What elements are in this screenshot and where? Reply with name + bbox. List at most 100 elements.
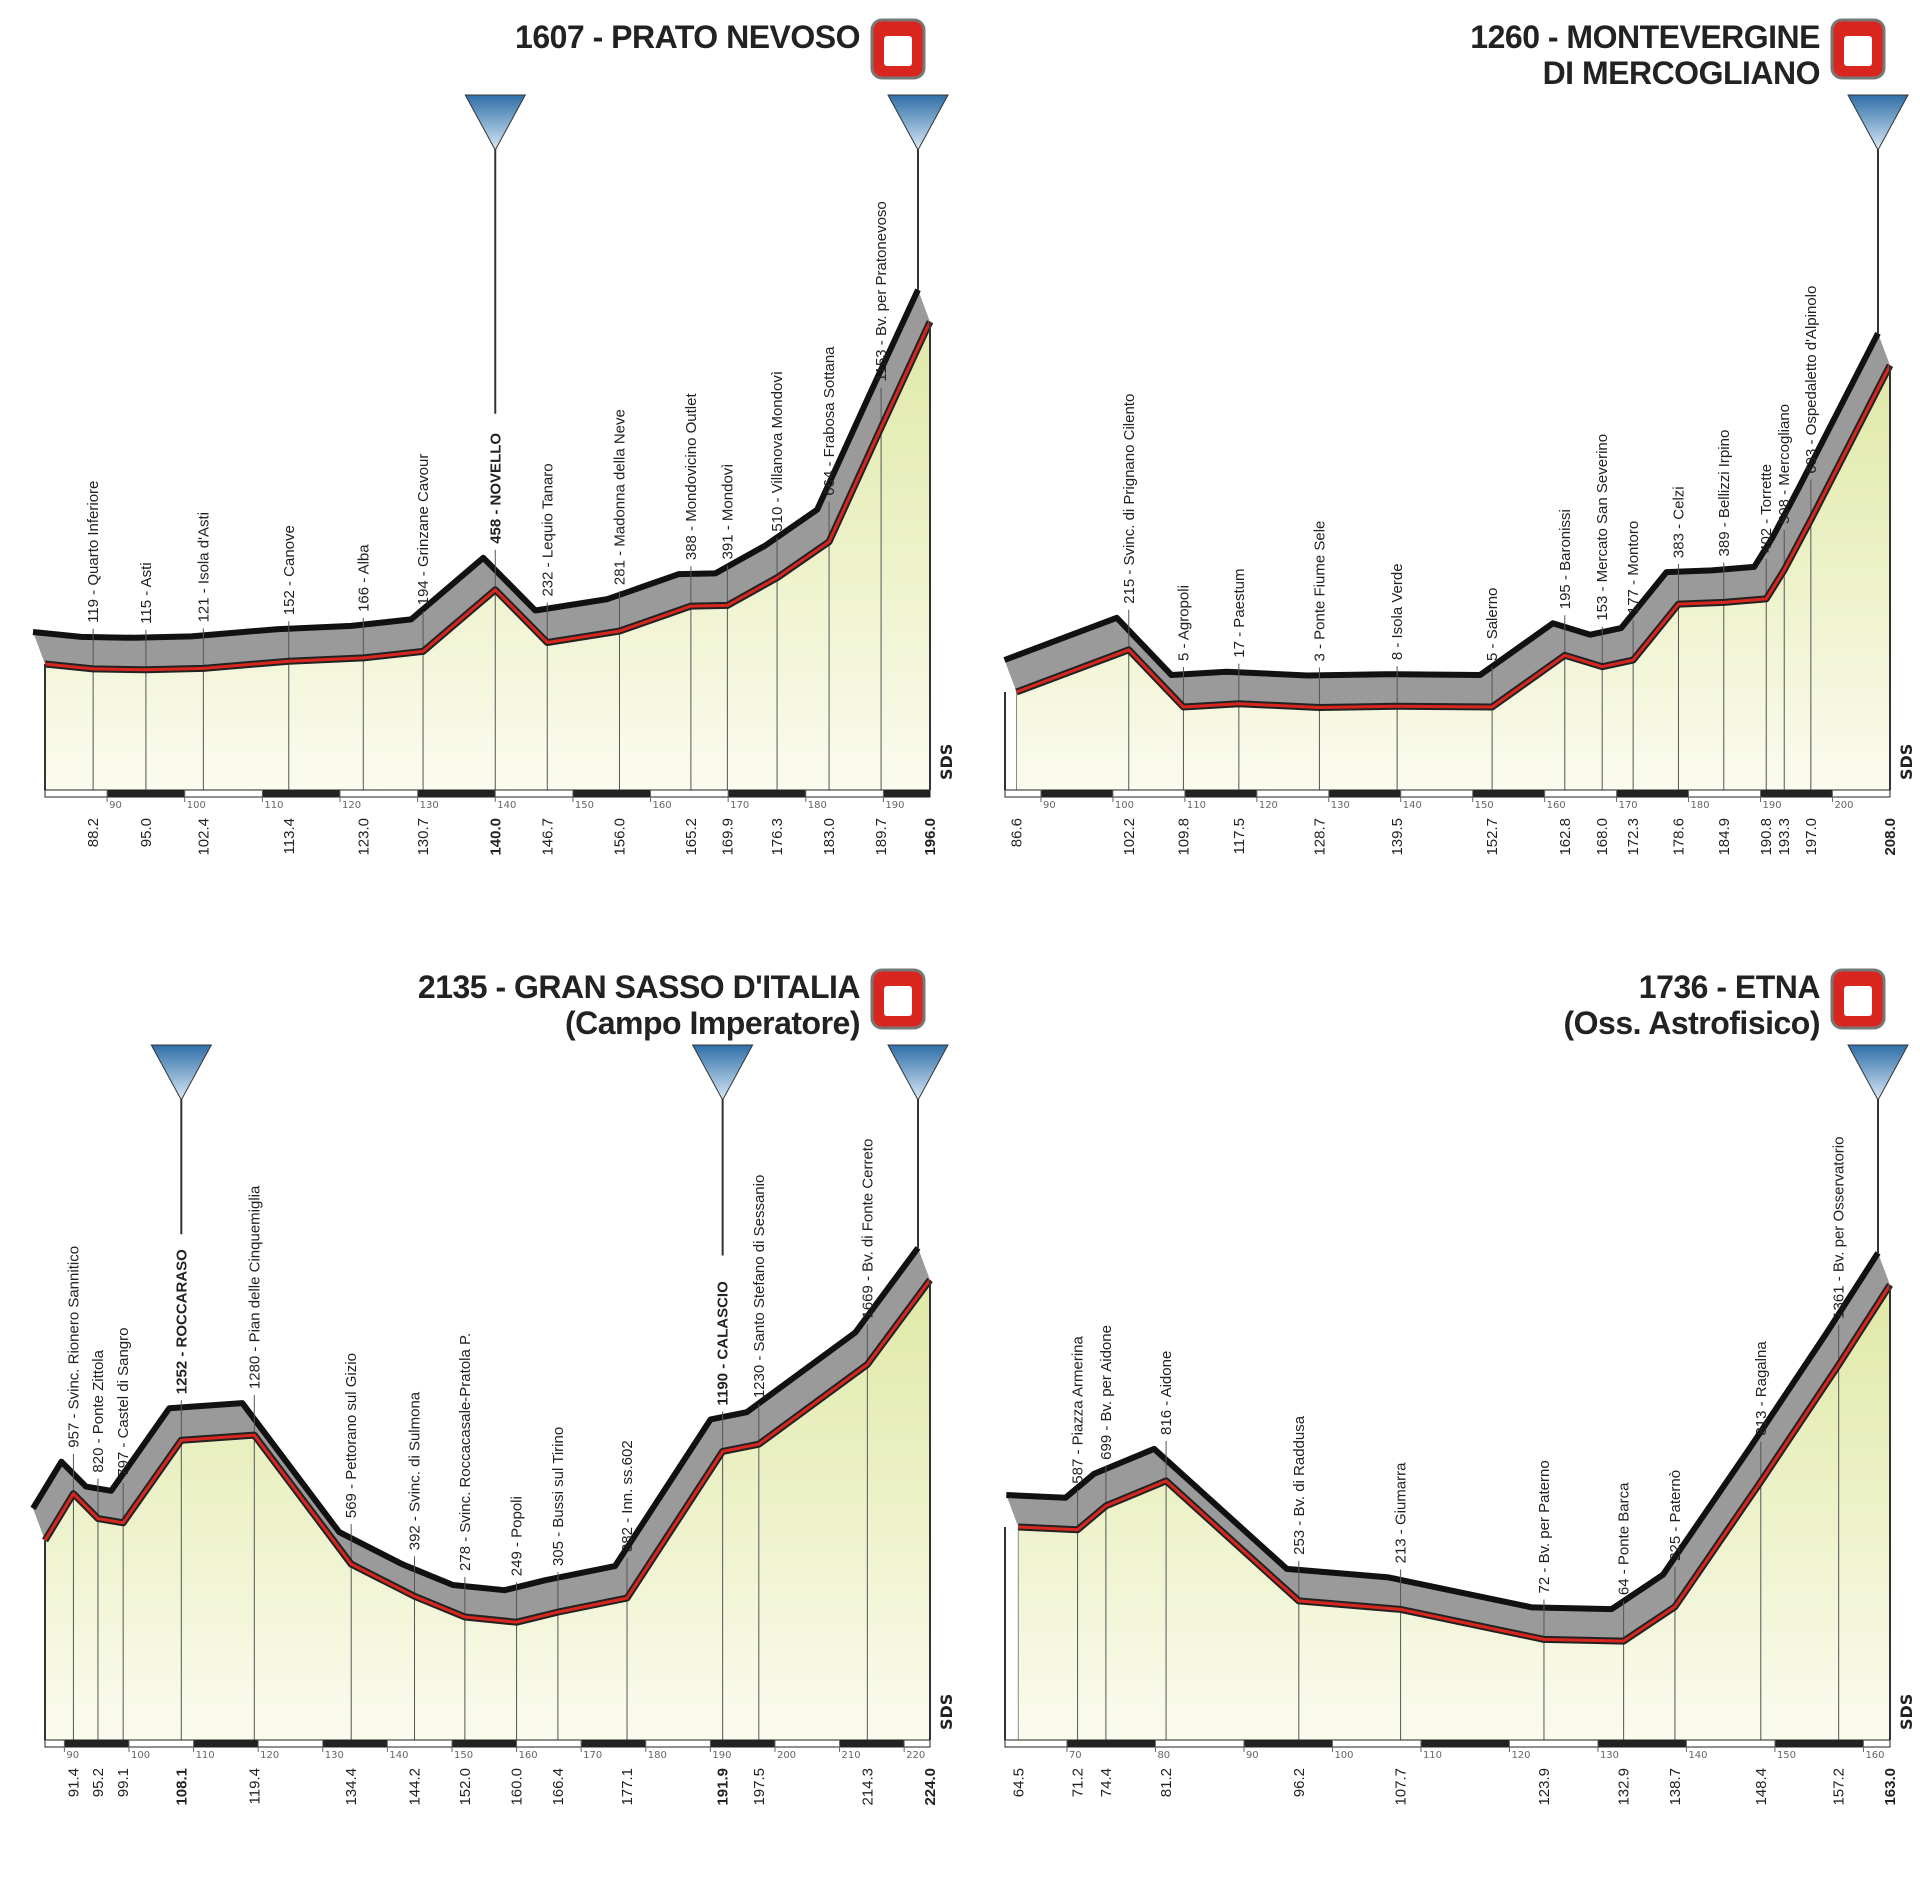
chart-title: 2135 - GRAN SASSO D'ITALIA (418, 969, 860, 1005)
place-label: 383 - Celzi (1670, 486, 1687, 558)
place-label: 1230 - Santo Stefano di Sessanio (751, 1175, 768, 1399)
km-label: 168.0 (1594, 818, 1611, 856)
km-label: 197.5 (751, 1768, 768, 1806)
x-tick-label: 80 (1157, 1750, 1170, 1761)
x-tick-label: 70 (1069, 1750, 1082, 1761)
km-label: 165.2 (683, 818, 700, 856)
km-label: 140.0 (487, 818, 504, 856)
place-label: 72 - Bv. per Paterno (1536, 1460, 1553, 1593)
place-label: 402 - Torrette (1758, 464, 1775, 553)
kom-marker (464, 94, 527, 152)
km-bar-segment (1774, 1740, 1864, 1747)
place-label: 64 - Ponte Barca (1616, 1482, 1633, 1595)
km-bar-segment (883, 790, 930, 797)
km-label: 152.0 (457, 1768, 474, 1806)
km-bar-segment (322, 1740, 388, 1747)
x-tick-label: 210 (842, 1750, 861, 1761)
x-tick-label: 140 (389, 1750, 408, 1761)
x-tick-label: 100 (131, 1750, 150, 1761)
km-label: 162.8 (1557, 818, 1574, 856)
km-label: 95.2 (90, 1768, 107, 1797)
x-tick-label: 160 (653, 800, 672, 811)
km-label: 71.2 (1070, 1768, 1087, 1797)
km-bar-segment (1184, 790, 1257, 797)
finish-icon-inner (1844, 986, 1872, 1016)
place-label: 389 - Bellizzi Irpino (1716, 430, 1733, 557)
place-label: 1252 - ROCCARASO (173, 1249, 190, 1394)
km-label: 144.2 (407, 1768, 424, 1806)
km-bar-segment (581, 1740, 646, 1747)
place-label: 278 - Svinc. Roccacasale-Pratola P. (457, 1333, 474, 1571)
km-bar-segment (572, 790, 651, 797)
place-label: 249 - Popoli (509, 1496, 526, 1576)
km-label: 190.8 (1758, 818, 1775, 856)
km-label: 189.7 (873, 818, 890, 856)
x-tick-label: 170 (583, 1750, 602, 1761)
km-bar-segment (1243, 1740, 1333, 1747)
x-tick-label: 130 (1331, 800, 1350, 811)
km-bar-segment (64, 1740, 129, 1747)
x-tick-label: 150 (575, 800, 594, 811)
km-bar-segment (417, 790, 496, 797)
x-tick-label: 170 (730, 800, 749, 811)
x-tick-label: 100 (1334, 1750, 1353, 1761)
place-label: 1280 - Pian delle Cinquemiglia (246, 1185, 263, 1389)
km-bar-segment (1420, 1740, 1510, 1747)
place-label: 391 - Mondovì (719, 464, 736, 560)
km-bar-segment (1040, 790, 1113, 797)
profile-top-edge (30, 1246, 921, 1594)
profile-line (43, 1279, 932, 1624)
x-tick-label: 100 (187, 800, 206, 811)
brand-logo: SDS (937, 744, 956, 780)
km-label: 157.2 (1831, 1768, 1848, 1806)
km-label: 178.6 (1670, 818, 1687, 856)
km-label: 193.3 (1776, 818, 1793, 856)
place-label: 813 - Ragalna (1753, 1341, 1770, 1436)
place-label: 820 - Ponte Zittola (90, 1349, 107, 1472)
x-tick-label: 180 (648, 1750, 667, 1761)
place-label: 957 - Svinc. Rionero Sannitico (65, 1246, 82, 1448)
chart-title: 1607 - PRATO NEVOSO (515, 19, 860, 55)
km-label: 214.3 (859, 1768, 876, 1806)
profile-line (1018, 1284, 1892, 1643)
place-label: 587 - Piazza Armerina (1070, 1336, 1087, 1484)
x-tick-label: 150 (1777, 1750, 1796, 1761)
place-label: 664 - Frabosa Sottana (821, 346, 838, 496)
km-label: 163.0 (1882, 1768, 1899, 1806)
x-tick-label: 110 (1423, 1750, 1442, 1761)
x-tick-label: 120 (1259, 800, 1278, 811)
x-tick-label: 90 (1043, 800, 1056, 811)
x-tick-label: 90 (66, 1750, 79, 1761)
finish-marker (1847, 94, 1909, 152)
km-label: 123.0 (355, 818, 372, 856)
brand-logo: SDS (1897, 744, 1916, 780)
place-label: 232 - Lequio Tanaro (539, 463, 556, 596)
place-label: 382 - Inn. ss.602 (619, 1440, 636, 1552)
chart-title: 1736 - ETNA (1639, 969, 1821, 1005)
place-label: 115 - Asti (138, 562, 155, 623)
place-label: 194 - Grinzane Cavour (415, 454, 432, 606)
x-tick-label: 120 (342, 800, 361, 811)
x-tick-label: 110 (196, 1750, 215, 1761)
kom-marker (150, 1044, 213, 1102)
chart-title: 1260 - MONTEVERGINE (1470, 19, 1820, 55)
km-label: 91.4 (65, 1768, 82, 1797)
km-label: 134.4 (343, 1768, 360, 1806)
km-label: 183.0 (821, 818, 838, 856)
km-bar-segment (107, 790, 185, 797)
profile-area (45, 1279, 930, 1740)
km-label: 113.4 (281, 818, 298, 854)
profile-area (1018, 1284, 1890, 1740)
brand-logo: SDS (937, 1694, 956, 1730)
km-label: 197.0 (1803, 818, 1820, 856)
x-tick-label: 120 (1511, 1750, 1530, 1761)
place-label: 253 - Bv. di Raddusa (1291, 1415, 1308, 1555)
km-bar-segment (262, 790, 340, 797)
place-label: 281 - Madonna della Neve (611, 409, 628, 585)
profile-line (1015, 364, 1892, 709)
x-tick-label: 90 (109, 800, 122, 811)
km-label: 64.5 (1010, 1768, 1027, 1797)
x-tick-label: 170 (1619, 800, 1638, 811)
km-bar-segment (1616, 790, 1689, 797)
